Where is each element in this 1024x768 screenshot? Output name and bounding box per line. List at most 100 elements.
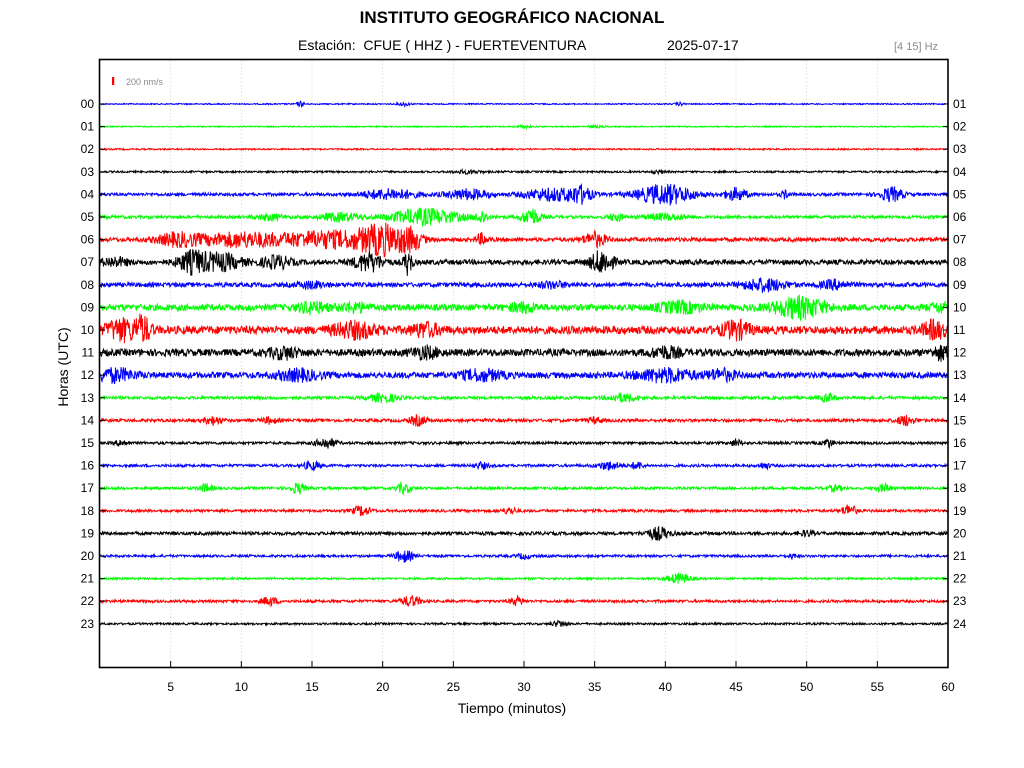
x-tick-label: 10 bbox=[235, 680, 249, 694]
trace-hour-13 bbox=[100, 392, 949, 405]
trace-hour-05 bbox=[99, 207, 949, 227]
hour-label-left: 15 bbox=[81, 436, 95, 450]
x-tick-label: 55 bbox=[871, 680, 885, 694]
hour-label-left: 23 bbox=[81, 617, 95, 631]
trace-hour-14 bbox=[99, 414, 949, 427]
axis-ticks: 5 10 15 20 25 30 35 40 45 50 55 60 00 01 01 02 02 03 03 04 0… bbox=[81, 97, 967, 694]
hour-label-left: 21 bbox=[81, 572, 95, 586]
trace-hour-07 bbox=[99, 248, 949, 276]
hour-label-right: 06 bbox=[953, 210, 967, 224]
hour-label-left: 08 bbox=[81, 278, 95, 292]
hour-label-left: 02 bbox=[81, 142, 95, 156]
hour-label-right: 05 bbox=[953, 187, 967, 201]
trace-hour-17 bbox=[99, 480, 949, 496]
hour-label-left: 11 bbox=[82, 346, 95, 360]
hour-label-left: 04 bbox=[81, 187, 95, 201]
hour-label-left: 10 bbox=[81, 323, 95, 337]
grid bbox=[170, 60, 878, 667]
hour-label-left: 13 bbox=[81, 391, 95, 405]
scale-label: 200 nm/s bbox=[126, 77, 164, 87]
trace-hour-23 bbox=[99, 619, 949, 628]
hour-label-right: 19 bbox=[953, 504, 967, 518]
x-tick-label: 50 bbox=[800, 680, 814, 694]
hour-label-right: 10 bbox=[953, 300, 967, 314]
station-prefix: Estación: bbox=[298, 37, 356, 53]
hour-label-left: 17 bbox=[81, 481, 95, 495]
hour-label-right: 03 bbox=[953, 142, 967, 156]
hour-label-right: 22 bbox=[953, 572, 967, 586]
hour-label-left: 16 bbox=[81, 459, 95, 473]
trace-hour-15 bbox=[99, 437, 949, 450]
trace-hour-08 bbox=[99, 277, 949, 293]
y-axis-label: Horas (UTC) bbox=[55, 327, 71, 407]
hour-label-left: 22 bbox=[81, 594, 95, 608]
trace-hour-12 bbox=[99, 366, 949, 385]
x-tick-label: 5 bbox=[167, 680, 174, 694]
hour-label-left: 12 bbox=[81, 368, 95, 382]
hour-label-right: 09 bbox=[953, 278, 967, 292]
trace-hour-16 bbox=[99, 459, 949, 472]
trace-hour-20 bbox=[99, 550, 949, 563]
hour-label-right: 23 bbox=[953, 594, 967, 608]
hour-label-left: 03 bbox=[81, 165, 95, 179]
hour-label-left: 06 bbox=[81, 233, 95, 247]
hour-label-left: 09 bbox=[81, 300, 95, 314]
hour-label-right: 07 bbox=[953, 233, 967, 247]
hour-label-right: 18 bbox=[953, 481, 967, 495]
trace-hour-19 bbox=[99, 525, 949, 541]
station-label: Estación: CFUE ( HHZ ) - FUERTEVENTURA bbox=[298, 37, 586, 53]
trace-hour-00 bbox=[99, 100, 949, 109]
hour-label-right: 21 bbox=[953, 549, 967, 563]
x-tick-label: 60 bbox=[941, 680, 955, 694]
x-tick-label: 40 bbox=[659, 680, 673, 694]
hour-label-right: 02 bbox=[953, 120, 967, 134]
hour-label-left: 05 bbox=[81, 210, 95, 224]
x-tick-label: 45 bbox=[729, 680, 743, 694]
hour-label-right: 17 bbox=[953, 459, 967, 473]
x-tick-label: 15 bbox=[305, 680, 319, 694]
trace-hour-21 bbox=[99, 572, 949, 584]
station-name: CFUE ( HHZ ) - FUERTEVENTURA bbox=[363, 37, 587, 53]
amplitude-scale: 200 nm/s bbox=[112, 77, 164, 87]
hour-label-left: 18 bbox=[81, 504, 95, 518]
hour-label-right: 16 bbox=[953, 436, 967, 450]
hour-label-right: 13 bbox=[953, 368, 967, 382]
x-tick-label: 30 bbox=[517, 680, 531, 694]
trace-hour-01 bbox=[99, 123, 949, 130]
record-date: 2025-07-17 bbox=[667, 37, 739, 53]
trace-hour-22 bbox=[99, 594, 949, 608]
hour-label-right: 11 bbox=[953, 323, 966, 337]
trace-hour-09 bbox=[99, 294, 949, 323]
hour-label-left: 07 bbox=[81, 255, 95, 269]
hour-label-right: 14 bbox=[953, 391, 967, 405]
x-tick-label: 25 bbox=[447, 680, 461, 694]
hour-label-right: 08 bbox=[953, 255, 967, 269]
filter-band-label: [4 15] Hz bbox=[894, 41, 939, 53]
trace-group bbox=[99, 100, 949, 628]
hour-label-right: 01 bbox=[953, 97, 967, 111]
x-tick-label: 20 bbox=[376, 680, 390, 694]
hour-label-right: 24 bbox=[953, 617, 967, 631]
trace-hour-04 bbox=[99, 182, 949, 206]
x-tick-label: 35 bbox=[588, 680, 602, 694]
hour-label-left: 00 bbox=[81, 97, 95, 111]
x-axis-label: Tiempo (minutos) bbox=[457, 700, 567, 716]
trace-hour-03 bbox=[99, 167, 949, 176]
hour-label-left: 20 bbox=[81, 549, 95, 563]
trace-hour-06 bbox=[99, 222, 949, 258]
trace-hour-02 bbox=[100, 147, 949, 152]
trace-hour-11 bbox=[99, 344, 949, 362]
hour-label-right: 15 bbox=[953, 413, 967, 427]
plot-frame bbox=[98, 58, 949, 669]
hour-label-left: 14 bbox=[81, 413, 95, 427]
chart-title: INSTITUTO GEOGRÁFICO NACIONAL bbox=[359, 8, 665, 27]
hour-label-right: 04 bbox=[953, 165, 967, 179]
hour-label-left: 19 bbox=[81, 526, 95, 540]
hour-label-left: 01 bbox=[81, 120, 95, 134]
trace-hour-10 bbox=[99, 313, 949, 344]
trace-hour-18 bbox=[99, 504, 949, 517]
hour-label-right: 12 bbox=[953, 346, 967, 360]
hour-label-right: 20 bbox=[953, 526, 967, 540]
scale-bar bbox=[112, 77, 115, 85]
